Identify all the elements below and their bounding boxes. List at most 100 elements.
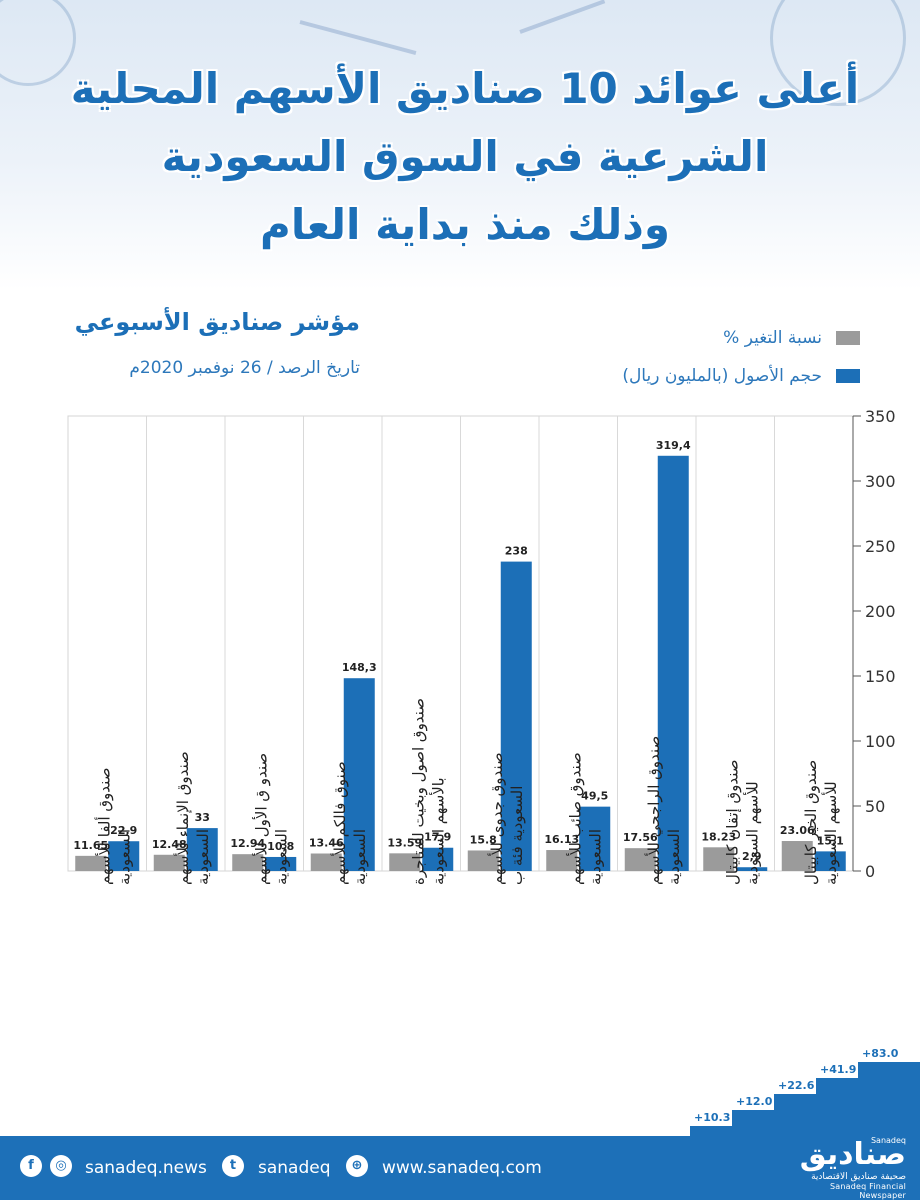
category-label-line: صندوق اصول وبخيت للمتاجرة: [409, 698, 427, 885]
category-label: صندوق الخير كابيتال للأسهم السعودية: [802, 760, 840, 885]
data-label-change: 23.06: [780, 824, 815, 837]
category-label-line: صندوق الإنماء للأسهم: [173, 751, 192, 885]
category-label-line: بالأسهم السعودية: [428, 777, 447, 885]
instagram-icon[interactable]: ◎: [50, 1155, 72, 1177]
bar-change: [546, 850, 578, 871]
category-label: صندوق جدوى للأسهم السعودية فئة ب: [487, 752, 526, 885]
category-label-line: صندو ق الأول للأسهم: [251, 753, 270, 885]
bar-change: [310, 853, 342, 871]
bar-assets: [265, 856, 297, 871]
stair-label: +83.0: [862, 1047, 899, 1060]
category-label: صنوق فالكم للأسهم السعودية: [330, 761, 369, 885]
category-label-line: صندوق الراجحي للأسهم: [644, 736, 664, 885]
chart-title: أعلى عوائد 10 صناديق الأسهم المحلية الشر…: [40, 55, 890, 259]
category-label-line: صندوق إتقان كابيتال: [723, 760, 741, 885]
bar-assets: [814, 851, 846, 871]
bar-change: [389, 853, 421, 871]
category-label-line: السعودية: [586, 829, 604, 885]
bar-change: [624, 848, 656, 871]
decorative-circle: [0, 0, 76, 86]
decorative-pen: [519, 0, 606, 34]
category-label-line: السعودية: [194, 829, 212, 885]
category-label-line: السعودية: [115, 829, 133, 885]
data-label-change: 16.13: [544, 833, 579, 846]
title-line: الشرعية في السوق السعودية: [161, 132, 769, 181]
y-tick-label: 100: [865, 732, 896, 751]
bar-change: [153, 854, 185, 871]
stair-label: +12.0: [736, 1095, 773, 1108]
data-label-assets: 148,3: [342, 661, 377, 674]
header-background: [0, 0, 920, 290]
y-tick-label: 200: [865, 602, 896, 621]
twitter-handle[interactable]: sanadeq: [258, 1158, 331, 1178]
data-label-change: 17.56: [623, 831, 658, 844]
category-label-line: صندوق جدوى للأسهم: [487, 752, 506, 885]
date-line: تاريخ الرصد / 26 نوفمبر 2020م: [129, 358, 360, 378]
brand-english-tagline: Sanadeq Financial Newspaper: [829, 1182, 906, 1200]
category-label-line: السعودية فئة ب: [508, 786, 526, 885]
y-tick-label: 300: [865, 472, 896, 491]
bar-assets: [657, 455, 689, 871]
y-tick-label: 350: [865, 407, 896, 426]
data-label-assets: 15,1: [817, 834, 844, 847]
category-label: صندوق اصول وبخيت للمتاجرة بالأسهم السعودي…: [409, 698, 447, 885]
globe-icon[interactable]: ⊕: [346, 1155, 368, 1177]
legend-swatch-grey: [836, 331, 860, 345]
data-label-assets: 17,9: [424, 831, 451, 844]
category-label: صندوق الراجحي للأسهم السعودية: [644, 736, 683, 885]
legend-swatch-blue: [836, 369, 860, 383]
data-label-change: 11.65: [73, 839, 108, 852]
data-label-change: 12.94: [230, 837, 265, 850]
twitter-icon[interactable]: t: [222, 1155, 244, 1177]
bar-assets: [343, 678, 375, 871]
brand-logo: Sanadeq صناديق صحيفة صناديق الاقتصادية S…: [786, 1136, 906, 1200]
data-label-change: 13.46: [309, 837, 344, 850]
category-label: صندو ق الأول للأسهم السعودية: [251, 753, 290, 885]
bar-change: [781, 841, 813, 871]
data-label-change: 12.48: [152, 838, 187, 851]
data-label-change: 15.8: [470, 833, 497, 846]
website-link[interactable]: www.sanadeq.com: [382, 1158, 542, 1178]
bar-change: [467, 850, 499, 871]
bar-change: [703, 847, 735, 871]
bar-assets: [500, 561, 532, 871]
data-label-assets: 319,4: [656, 439, 691, 452]
category-label: صندوق ألفا للأسهم السعودية: [94, 768, 133, 885]
data-label-change: 13.59: [387, 836, 422, 849]
decorative-pen: [299, 20, 417, 55]
brand-small: Sanadeq: [870, 1136, 906, 1145]
data-label-change: 18.23: [701, 830, 736, 843]
bar-assets: [736, 867, 768, 871]
y-tick-label: 0: [865, 862, 875, 881]
y-tick-label: 150: [865, 667, 896, 686]
bar-change: [75, 855, 107, 871]
legend-item-change: نسبة التغير %: [723, 328, 860, 348]
data-label-assets: 10,8: [267, 840, 294, 853]
data-label-assets: 22,9: [110, 824, 137, 837]
bar-assets: [579, 806, 611, 871]
category-label-line: للأسهم السعودية: [821, 781, 840, 885]
social-handle[interactable]: sanadeq.news: [85, 1158, 207, 1178]
category-label: صندوق الإنماء للأسهم السعودية: [173, 751, 212, 885]
facebook-icon[interactable]: f: [20, 1155, 42, 1177]
brand-name: صناديق: [799, 1137, 906, 1172]
category-label: صندوق إتقان كابيتال للأسهم السعودية: [723, 760, 761, 885]
category-label-line: صندوق صائب للأسهم: [565, 752, 584, 885]
legend-label: حجم الأصول (بالمليون ريال): [622, 366, 822, 386]
legend-item-assets: حجم الأصول (بالمليون ريال): [622, 366, 860, 386]
data-label-assets: 2,9: [742, 850, 762, 863]
category-label-line: صنوق فالكم للأسهم: [330, 761, 349, 885]
stair-step: [858, 1062, 920, 1136]
category-label-line: للأسهم السعودية: [742, 781, 761, 885]
title-line: أعلى عوائد 10 صناديق الأسهم المحلية: [70, 64, 860, 113]
bar-assets: [422, 847, 454, 871]
stair-label: +10.3: [694, 1111, 731, 1124]
chart-subtitle: مؤشر صناديق الأسبوعي: [74, 308, 360, 336]
legend-label: نسبة التغير %: [723, 328, 822, 348]
category-label-line: السعودية: [665, 829, 683, 885]
y-tick-label: 250: [865, 537, 896, 556]
category-label-line: صندوق ألفا للأسهم: [94, 768, 113, 885]
stair-label: +41.9: [820, 1063, 857, 1076]
footer-bar: f ◎ sanadeq.news t sanadeq ⊕ www.sanadeq…: [0, 1136, 920, 1200]
